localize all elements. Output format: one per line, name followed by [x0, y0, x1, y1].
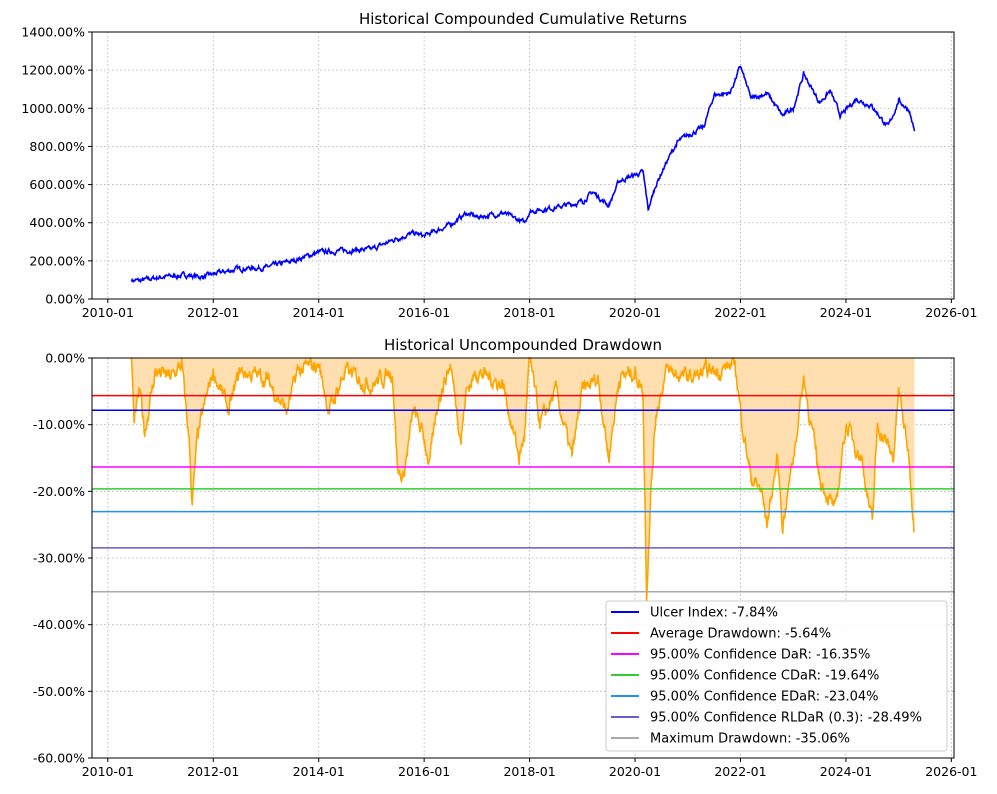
x-tick-label: 2020-01: [609, 764, 661, 779]
x-tick-label: 2022-01: [714, 305, 766, 320]
top-chart-title: Historical Compounded Cumulative Returns: [359, 10, 687, 28]
bottom-plot: 2010-01 2012-01 2014-01 2016-01 2018-01 2020-…: [33, 351, 978, 780]
y-tick-label: -40.00%: [33, 617, 85, 632]
x-tick-label: 2016-01: [398, 305, 450, 320]
y-tick-label: 1200.00%: [21, 63, 85, 78]
legend-box: [605, 600, 948, 752]
y-tick-label: -50.00%: [33, 684, 85, 699]
drawdown-line: [130, 357, 915, 602]
x-tick-label: 2012-01: [187, 764, 239, 779]
legend-label: 95.00% Confidence CDaR: -19.64%: [650, 669, 879, 684]
y-tick-label: 1000.00%: [21, 101, 85, 116]
x-tick-label: 2018-01: [503, 305, 555, 320]
x-tick-label: 2010-01: [82, 764, 134, 779]
x-tick-label: 2014-01: [293, 764, 345, 779]
x-tick-label: 2010-01: [82, 305, 134, 320]
bottom-chart-title: Historical Uncompounded Drawdown: [384, 336, 662, 354]
y-tick-label: -20.00%: [33, 484, 85, 499]
y-tick-label: -10.00%: [33, 417, 85, 432]
legend: Ulcer Index: -7.84% Average Drawdown: -5.…: [605, 600, 948, 752]
y-tick-label: 400.00%: [29, 215, 85, 230]
legend-label: Average Drawdown: -5.64%: [650, 627, 831, 642]
legend-label: 95.00% Confidence EDaR: -23.04%: [650, 690, 879, 705]
x-tick-label: 2018-01: [503, 764, 555, 779]
x-tick-label: 2022-01: [714, 764, 766, 779]
legend-label: Maximum Drawdown: -35.06%: [650, 732, 850, 747]
x-tick-label: 2020-01: [609, 305, 661, 320]
axes-frame: [91, 31, 955, 300]
axes-frame: [91, 357, 955, 759]
x-tick-label: 2026-01: [925, 305, 977, 320]
cumulative-returns-line: [130, 65, 916, 284]
y-tick-label: 600.00%: [29, 177, 85, 192]
x-tick-label: 2012-01: [187, 305, 239, 320]
x-tick-label: 2024-01: [820, 305, 872, 320]
x-tick-label: 2016-01: [398, 764, 450, 779]
x-tick-label: 2024-01: [820, 764, 872, 779]
y-tick-label: 800.00%: [29, 139, 85, 154]
y-tick-label: 0.00%: [45, 292, 85, 307]
legend-label: 95.00% Confidence RLDaR (0.3): -28.49%: [650, 711, 922, 726]
legend-label: 95.00% Confidence DaR: -16.35%: [650, 648, 870, 663]
x-tick-label: 2014-01: [293, 305, 345, 320]
y-tick-label: -60.00%: [33, 751, 85, 766]
y-tick-label: 200.00%: [29, 253, 85, 268]
y-tick-label: 0.00%: [45, 351, 85, 366]
drawdown-area: [131, 358, 915, 601]
x-tick-label: 2026-01: [925, 764, 977, 779]
y-tick-label: 1400.00%: [21, 25, 85, 40]
y-tick-label: -30.00%: [33, 551, 85, 566]
top-plot: 2010-01 2012-01 2014-01 2016-01 2018-01 2020-…: [21, 25, 977, 321]
legend-label: Ulcer Index: -7.84%: [650, 606, 778, 621]
